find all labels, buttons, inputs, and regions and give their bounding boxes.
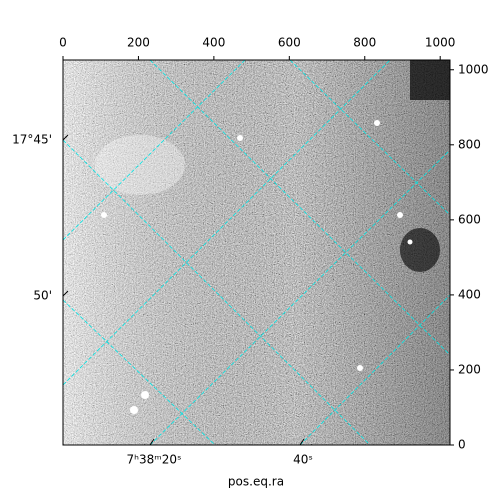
x-tick-label: 800 — [353, 36, 376, 50]
x-tick-label: 200 — [127, 36, 150, 50]
x-tick-label: 0 — [59, 36, 67, 50]
frame — [62, 59, 451, 446]
y-tick-label: 400 — [458, 287, 481, 301]
ra-label: 7ʰ38ᵐ20ˢ — [127, 453, 182, 467]
y-tick-label: 200 — [458, 362, 481, 376]
y-tick-label: 0 — [458, 438, 466, 452]
y-tick-label: 600 — [458, 212, 481, 226]
x-tick-label: 1000 — [425, 36, 456, 50]
x-tick-label: 400 — [202, 36, 225, 50]
dec-label: 17°45' — [12, 133, 52, 147]
image — [63, 60, 450, 445]
ra-label: 40ˢ — [293, 453, 313, 467]
x-tick-label: 600 — [278, 36, 301, 50]
x-axis-label: pos.eq.ra — [228, 475, 284, 489]
y-tick-label: 800 — [458, 137, 481, 151]
dec-label: 50' — [33, 289, 52, 303]
wcs-ticks — [62, 134, 305, 446]
y-tick-label: 1000 — [458, 62, 489, 76]
